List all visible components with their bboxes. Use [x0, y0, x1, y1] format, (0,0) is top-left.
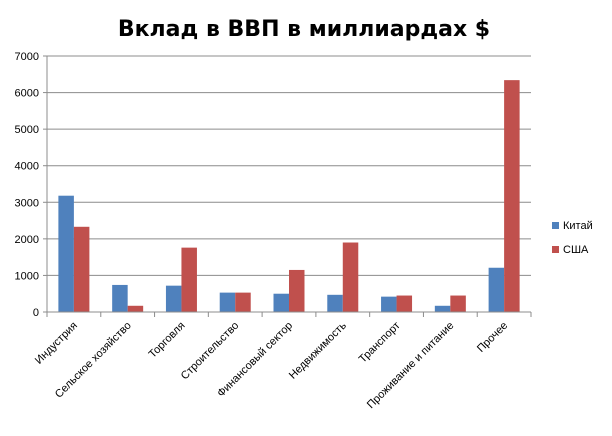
- x-tick-label: Торговля: [147, 320, 188, 361]
- bar-usa: [127, 305, 144, 312]
- bar-china: [165, 285, 182, 312]
- bar-usa: [504, 80, 520, 312]
- legend-swatch: [552, 222, 559, 229]
- y-tick-label: 2000: [15, 234, 39, 246]
- bar-china: [488, 267, 505, 312]
- y-tick-label: 6000: [15, 88, 39, 100]
- y-axis: 0 1000 2000 3000 4000 5000 6000 7000: [15, 51, 48, 319]
- x-tick-label: Строительство: [179, 320, 242, 383]
- bar-usa: [235, 292, 251, 312]
- legend: Китай США: [552, 220, 593, 256]
- bar-usa: [73, 226, 90, 312]
- y-tick-label: 7000: [15, 51, 39, 63]
- x-tick-label: Транспорт: [357, 320, 403, 366]
- gridlines: [47, 55, 531, 276]
- x-tick-label: Недвижимость: [287, 319, 349, 381]
- bar-usa: [450, 295, 466, 312]
- x-tick-label: Прочее: [475, 320, 510, 355]
- bar-usa: [342, 242, 359, 312]
- x-tick-label: Индустрия: [33, 320, 80, 367]
- x-tick-label: Проживание и питание: [365, 320, 457, 412]
- bars: [58, 80, 520, 312]
- bar-china: [112, 284, 128, 312]
- chart-title: Вклад в ВВП в миллиардах $: [118, 17, 490, 42]
- bar-usa: [396, 295, 413, 312]
- legend-label: Китай: [563, 220, 593, 232]
- y-tick-label: 1000: [15, 270, 39, 282]
- y-tick-label: 4000: [15, 161, 39, 173]
- bar-china: [327, 294, 343, 312]
- bar-china: [219, 292, 236, 312]
- bar-china: [273, 293, 289, 312]
- bar-china: [434, 305, 451, 312]
- y-tick-label: 5000: [15, 124, 39, 136]
- bar-china: [381, 296, 397, 312]
- y-tick-label: 3000: [15, 197, 39, 209]
- y-tick-label: 0: [33, 307, 39, 319]
- bar-usa: [289, 269, 305, 312]
- bar-usa: [181, 247, 197, 312]
- bar-china: [58, 195, 74, 312]
- legend-swatch: [552, 246, 559, 253]
- legend-label: США: [563, 244, 589, 256]
